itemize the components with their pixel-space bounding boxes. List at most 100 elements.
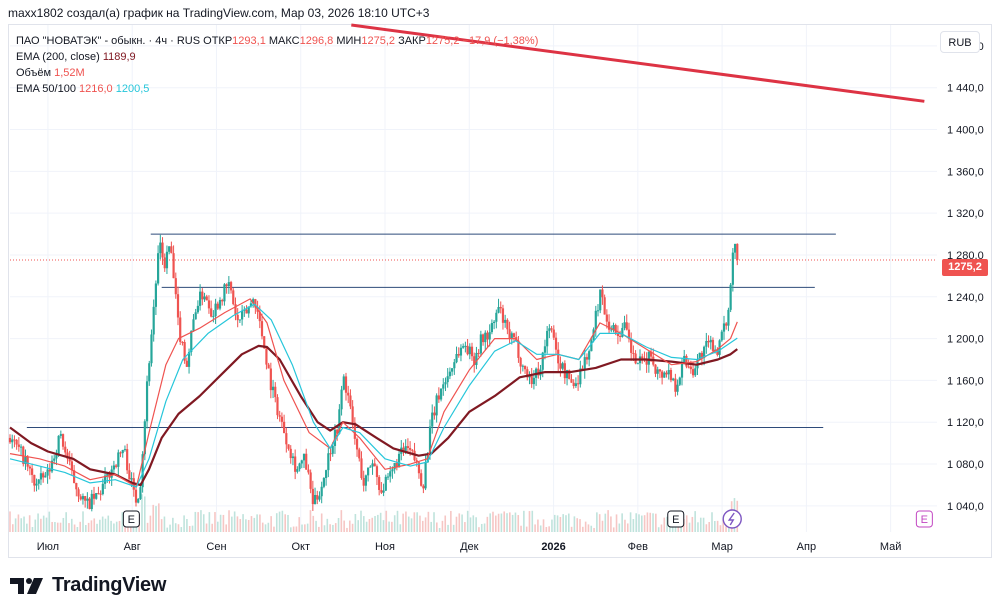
volume-bar	[191, 525, 194, 532]
y-tick-label: 1 240,0	[947, 292, 984, 304]
candle-body	[470, 346, 474, 357]
candle-body	[632, 352, 635, 354]
volume-bar	[447, 524, 449, 532]
candle-body	[126, 449, 129, 471]
volume-bar	[475, 517, 477, 532]
candle-body	[663, 372, 666, 378]
candle-body	[112, 465, 115, 470]
tradingview-logo[interactable]: TradingView	[10, 574, 166, 597]
x-tick-label: Окт	[291, 541, 310, 553]
candle-body	[254, 299, 257, 308]
candle-body	[541, 352, 544, 370]
legend-symbol[interactable]: ПАО "НОВАТЭК" - обыкн. · 4ч · RUS	[16, 35, 201, 47]
volume-bar	[17, 514, 20, 532]
volume-bar	[239, 519, 242, 532]
candle-body	[329, 453, 332, 455]
volume-bar	[245, 519, 247, 532]
candle-body	[729, 284, 732, 310]
tradingview-brand-text: TradingView	[52, 574, 167, 596]
volume-bar	[172, 517, 174, 532]
candle-body	[442, 384, 445, 389]
candle-body	[143, 421, 146, 455]
candle-body	[285, 433, 288, 445]
candle-body	[462, 346, 465, 348]
legend-close-label: ЗАКР	[398, 35, 426, 47]
candle-body	[252, 299, 255, 304]
candle-body	[605, 314, 608, 322]
candle-body	[245, 309, 248, 314]
candle-body	[313, 495, 317, 505]
volume-bar	[607, 510, 609, 532]
volume-bar	[357, 520, 359, 532]
volume-bar	[565, 515, 567, 532]
volume-bar	[719, 525, 722, 532]
candle-body	[165, 251, 169, 269]
candle-body	[495, 312, 498, 322]
candle-body	[397, 453, 401, 468]
candle-body	[229, 282, 233, 291]
candle-body	[585, 357, 589, 360]
candle-body	[86, 498, 89, 501]
candle-body	[674, 378, 677, 392]
volume-bar	[163, 516, 166, 532]
candle-body	[665, 372, 668, 375]
volume-bar	[391, 521, 393, 532]
volume-bar	[158, 503, 160, 532]
currency-button[interactable]: RUB	[940, 31, 980, 53]
candle-body	[552, 329, 555, 338]
volume-bar	[469, 517, 472, 532]
volume-bar	[666, 516, 668, 532]
volume-bar	[489, 513, 491, 532]
candle-body	[223, 284, 226, 302]
legend-volume-label: Объём	[16, 67, 52, 79]
candle-body	[95, 493, 98, 499]
volume-bar	[509, 512, 511, 532]
volume-bar	[169, 524, 171, 532]
candle-body	[369, 466, 372, 468]
candle-body	[548, 328, 551, 331]
candle-body	[296, 469, 299, 472]
volume-bar	[610, 516, 612, 532]
legend-high-value: 1296,8	[299, 35, 334, 47]
volume-bar	[51, 521, 53, 532]
legend-ema200-row[interactable]: EMA (200, close) 1189,9	[16, 49, 538, 65]
volume-bar	[388, 521, 390, 532]
volume-bar	[231, 516, 233, 532]
volume-bar	[76, 527, 79, 532]
volume-bar	[101, 516, 104, 532]
volume-bar	[188, 526, 191, 532]
legend-ema-ribbon-row[interactable]: EMA 50/100 1216,0 1200,5	[16, 81, 538, 97]
header-caption: maxx1802 создал(а) график на TradingView…	[8, 6, 430, 20]
candle-body	[13, 439, 16, 441]
legend-volume-row[interactable]: Объём 1,52M	[16, 65, 538, 81]
candle-body	[486, 332, 489, 340]
candle-body	[709, 339, 712, 343]
volume-bar	[685, 515, 688, 532]
volume-bar	[458, 513, 461, 532]
volume-bar	[399, 524, 402, 532]
candle-body	[203, 296, 206, 300]
volume-bar	[99, 519, 101, 532]
volume-bar	[270, 516, 272, 532]
candle-body	[241, 310, 244, 320]
volume-bar	[433, 512, 435, 532]
candle-body	[667, 370, 670, 375]
candle-body	[283, 421, 286, 434]
candle-body	[685, 355, 688, 367]
volume-bar	[104, 518, 107, 532]
volume-bar	[441, 520, 444, 532]
candle-body	[119, 452, 122, 454]
volume-bar	[405, 511, 407, 532]
volume-bar	[267, 522, 270, 532]
earnings-marker-label: E	[128, 514, 135, 526]
candle-body	[570, 379, 573, 383]
volume-bar	[273, 526, 275, 532]
candle-body	[302, 453, 306, 461]
volume-bar	[132, 524, 135, 532]
candle-body	[380, 489, 383, 493]
volume-bar	[28, 515, 31, 532]
candle-body	[367, 467, 370, 476]
volume-bar	[292, 526, 295, 532]
candle-body	[309, 472, 312, 489]
